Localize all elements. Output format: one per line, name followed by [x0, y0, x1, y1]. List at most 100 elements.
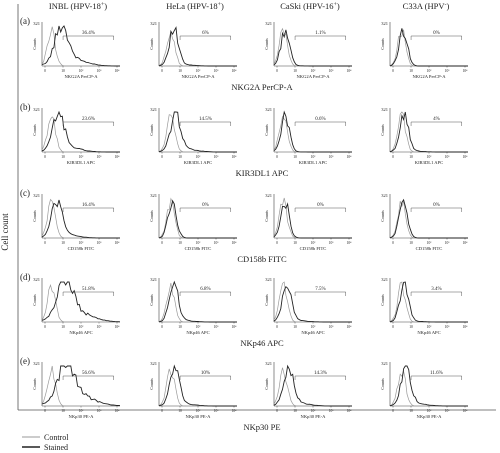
- positive-gate: [410, 35, 463, 40]
- column-header-close: ): [337, 1, 340, 11]
- stained-histogram: [273, 364, 352, 407]
- panel-counts-label: Counts: [264, 378, 269, 390]
- panel-ymax-label: 321: [381, 361, 388, 366]
- x-tick-label: 10²: [311, 325, 316, 329]
- legend-label-stained: Stained: [44, 443, 68, 452]
- histogram-panel: 321 Counts 0 10 10² 10³ 10⁴ NKp46 APC 3.4%: [380, 277, 468, 335]
- panel-counts-label: Counts: [380, 378, 385, 390]
- histogram-panel: 321 Counts 0 10 10² 10³ 10⁴ NKp30 PE-A 14.3%: [264, 361, 352, 419]
- x-tick-label: 10⁴: [347, 241, 353, 245]
- histogram-panel: 321 Counts 0 10 10² 10³ 10⁴ NKp46 APC 7.5%: [264, 277, 352, 335]
- histogram-panel: 321 Counts 0 10 10² 10³ 10⁴ NKG2A PerCP-A 36.4%: [32, 21, 120, 79]
- panel-ymax-label: 321: [265, 277, 272, 282]
- stained-histogram: [158, 199, 237, 239]
- x-tick-label: 10: [409, 325, 413, 329]
- control-histogram: [158, 197, 237, 239]
- histogram-panel: 321 Counts 0 10 10² 10³ 10⁴ KIR3DL1 APC 14.5%: [149, 107, 237, 165]
- x-tick-label: 10: [409, 155, 413, 159]
- panel-x-label: NKG2A PerCP-A: [296, 74, 330, 79]
- x-tick-label: 0: [392, 241, 394, 245]
- histogram-panel: 321 Counts 0 10 10² 10³ 10⁴ CD158b FITC 0%: [380, 193, 468, 251]
- panel-ymax-label: 321: [150, 361, 157, 366]
- x-tick-label: 10³: [97, 155, 103, 159]
- x-tick-label: 10²: [79, 69, 84, 73]
- panel-x-label: CD158b FITC: [300, 246, 327, 251]
- positive-gate: [179, 375, 232, 380]
- column-header-text: C33A (HPV: [403, 1, 446, 11]
- panel-ymax-label: 321: [381, 21, 388, 26]
- positive-gate: [294, 121, 347, 126]
- x-tick-label: 10: [61, 69, 65, 73]
- control-histogram: [273, 27, 352, 67]
- panel-x-label: NKp30 PE-A: [301, 414, 327, 419]
- panel-x-label: KIR3DL1 APC: [415, 160, 443, 165]
- x-tick-label: 10³: [214, 409, 220, 413]
- x-tick-label: 10³: [445, 69, 451, 73]
- x-tick-label: 10⁴: [115, 409, 121, 413]
- x-tick-label: 10³: [329, 241, 335, 245]
- x-tick-label: 10: [61, 325, 65, 329]
- panel-x-label: KIR3DL1 APC: [184, 160, 212, 165]
- x-tick-label: 10³: [329, 325, 335, 329]
- panel-ymax-label: 321: [381, 107, 388, 112]
- panel-counts-label: Counts: [32, 38, 37, 50]
- x-tick-label: 10²: [79, 241, 84, 245]
- legend-label-control: Control: [44, 433, 69, 442]
- panel-ymax-label: 321: [265, 361, 272, 366]
- x-tick-label: 10⁴: [115, 325, 121, 329]
- positive-gate: [62, 291, 115, 296]
- x-tick-label: 10³: [445, 325, 451, 329]
- histogram-panel: 321 Counts 0 10 10² 10³ 10⁴ CD158b FITC 0%: [264, 193, 352, 251]
- panel-x-label: NKp30 PE-A: [186, 414, 212, 419]
- x-tick-label: 10²: [196, 155, 201, 159]
- positive-percent-label: 14.5%: [199, 117, 212, 122]
- positive-percent-label: 56.6%: [82, 371, 95, 376]
- column-header-sign: +: [334, 2, 338, 8]
- positive-gate: [294, 207, 347, 212]
- x-tick-label: 10: [178, 409, 182, 413]
- stained-histogram: [273, 29, 352, 67]
- histogram-panel: 321 Counts 0 10 10² 10³ 10⁴ NKG2A PerCP-A 0%: [380, 21, 468, 79]
- control-histogram: [41, 283, 120, 323]
- panel-x-label: CD158b FITC: [185, 246, 212, 251]
- positive-percent-label: 23.6%: [82, 117, 95, 122]
- stained-histogram: [389, 28, 468, 67]
- y-axis-label: Cell count: [0, 213, 10, 251]
- histogram-panel: 321 Counts 0 10 10² 10³ 10⁴ NKG2A PerCP-A 6%: [149, 21, 237, 79]
- control-histogram: [41, 365, 120, 407]
- positive-gate: [410, 121, 463, 126]
- positive-percent-label: 6.8%: [200, 287, 210, 292]
- panel-counts-label: Counts: [32, 124, 37, 136]
- x-tick-label: 10: [61, 241, 65, 245]
- panel-ymax-label: 321: [150, 193, 157, 198]
- column-header-caski: CaSki (HPV-16+): [280, 1, 340, 11]
- x-tick-label: 10: [293, 325, 297, 329]
- column-header-text: INBL (HPV-18: [49, 1, 101, 11]
- column-header-sign: -: [444, 2, 446, 8]
- x-tick-label: 10²: [427, 69, 432, 73]
- stained-histogram: [389, 111, 468, 153]
- x-tick-label: 0: [44, 155, 46, 159]
- panel-counts-label: Counts: [380, 210, 385, 222]
- control-histogram: [389, 200, 468, 239]
- panel-x-label: NKp46 APC: [417, 330, 440, 335]
- x-tick-label: 0: [161, 241, 163, 245]
- x-tick-label: 0: [276, 69, 278, 73]
- x-tick-label: 10²: [79, 155, 84, 159]
- x-tick-label: 10³: [445, 155, 451, 159]
- column-header-sign: +: [101, 2, 105, 8]
- x-tick-label: 10³: [445, 409, 451, 413]
- x-tick-label: 0: [392, 155, 394, 159]
- positive-percent-label: 14.3%: [314, 371, 327, 376]
- x-tick-label: 10⁴: [232, 241, 238, 245]
- positive-gate: [62, 121, 115, 126]
- x-tick-label: 0: [392, 409, 394, 413]
- x-tick-label: 10²: [79, 409, 84, 413]
- panel-x-label: NKG2A PerCP-A: [412, 74, 446, 79]
- histogram-panel: 321 Counts 0 10 10² 10³ 10⁴ NKG2A PerCP-A 1.1%: [264, 21, 352, 79]
- stained-histogram: [41, 199, 120, 239]
- x-tick-label: 10: [61, 409, 65, 413]
- x-tick-label: 10⁴: [115, 69, 121, 73]
- x-tick-label: 10³: [445, 241, 451, 245]
